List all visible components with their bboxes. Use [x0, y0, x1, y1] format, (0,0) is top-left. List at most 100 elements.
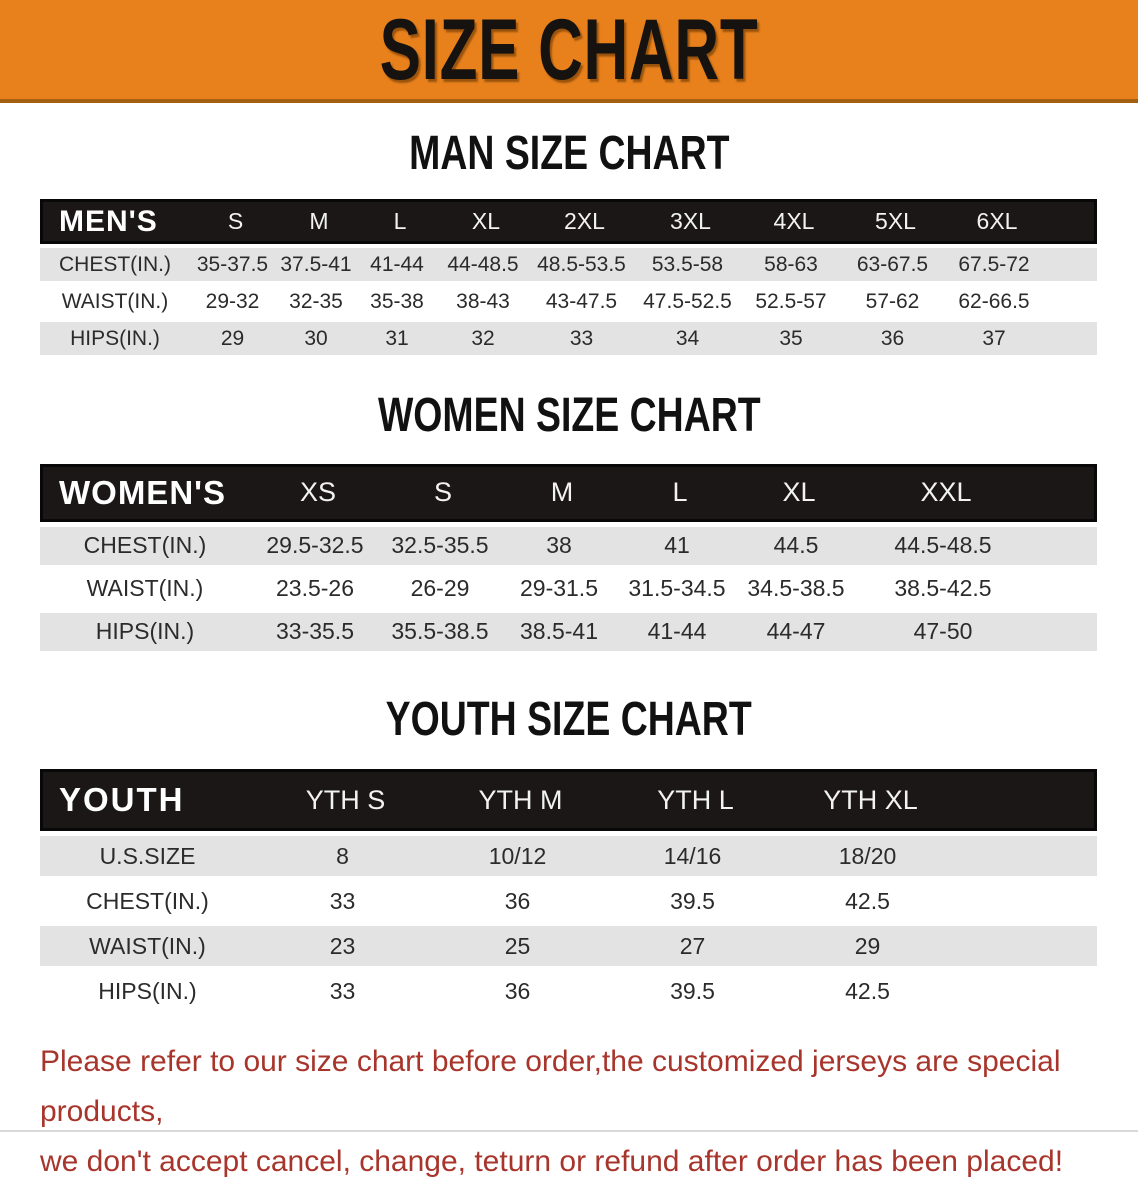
cell-value: 47.5-52.5 [643, 289, 732, 313]
cell-value: 58-63 [764, 252, 818, 276]
women-size-xxl: XXL [920, 477, 972, 508]
cell-value: 38-43 [456, 289, 510, 313]
banner-title: SIZE CHART [379, 1, 759, 98]
men-size-xl: XL [471, 208, 501, 235]
women-size-table: WOMEN'S XS S M L XL XXL CHEST(IN.) 29.5-… [40, 463, 1097, 651]
cell-value: 67.5-72 [958, 252, 1030, 276]
youth-chest-row: CHEST(IN.) 33 36 39.5 42.5 [40, 881, 1097, 921]
cell-value: 37.5-41 [280, 252, 352, 276]
men-size-m: M [309, 208, 329, 235]
cell-value: 43-47.5 [545, 289, 618, 313]
women-header-label: WOMEN'S [59, 473, 227, 511]
cell-value: 36 [504, 887, 531, 914]
youth-size-l: YTH L [657, 784, 734, 815]
cell-value: 52.5-57 [755, 289, 827, 313]
cell-value: 42.5 [845, 977, 890, 1004]
men-chest-row: CHEST(IN.) 35-37.5 37.5-41 41-44 44-48.5… [40, 248, 1097, 282]
cell-value: 35-37.5 [196, 252, 269, 276]
cell-value: 27 [679, 932, 706, 959]
cell-value: 25 [504, 932, 531, 959]
cell-value: 29.5-32.5 [266, 532, 364, 559]
men-size-6xl: 6XL [976, 208, 1018, 235]
cell-value: 47-50 [913, 618, 973, 645]
cell-value: 35-38 [370, 289, 424, 313]
cell-value: 32.5-35.5 [391, 532, 489, 559]
cell-value: 41-44 [647, 618, 707, 645]
row-label: HIPS(IN.) [95, 618, 195, 645]
cell-value: 42.5 [845, 887, 890, 914]
youth-ussize-row: U.S.SIZE 8 10/12 14/16 18/20 [40, 836, 1097, 877]
row-label: WAIST(IN.) [89, 932, 206, 959]
women-chest-row: CHEST(IN.) 29.5-32.5 32.5-35.5 38 41 44.… [40, 526, 1097, 565]
cell-value: 29-32 [205, 289, 260, 313]
cell-value: 41-44 [370, 252, 424, 276]
men-size-l: L [393, 208, 407, 235]
row-label: HIPS(IN.) [70, 326, 160, 350]
row-label: WAIST(IN.) [61, 289, 169, 313]
cell-value: 44.5 [773, 532, 819, 559]
row-label: WAIST(IN.) [86, 575, 204, 602]
youth-size-s: YTH S [305, 784, 386, 815]
men-header-label: MEN'S [59, 204, 158, 238]
cell-value: 33 [329, 977, 356, 1004]
cell-value: 53.5-58 [651, 252, 724, 276]
size-chart-banner: SIZE CHART [0, 0, 1138, 103]
cell-value: 44-47 [766, 618, 826, 645]
cell-value: 29 [854, 932, 881, 959]
cell-value: 38.5-42.5 [894, 575, 992, 602]
cell-value: 14/16 [663, 842, 722, 869]
youth-hips-row: HIPS(IN.) 33 36 39.5 42.5 [40, 971, 1097, 1011]
women-heading-text: WOMEN SIZE CHART [377, 389, 761, 443]
men-hips-row: HIPS(IN.) 29 30 31 32 33 34 35 36 37 [40, 322, 1097, 356]
cell-value: 37 [982, 326, 1006, 350]
cell-value: 35 [779, 326, 803, 350]
youth-size-table: YOUTH YTH S YTH M YTH L YTH XL U.S.SIZE … [40, 769, 1097, 1011]
cell-value: 39.5 [670, 887, 715, 914]
cell-value: 33-35.5 [275, 618, 354, 645]
women-hips-row: HIPS(IN.) 33-35.5 35.5-38.5 38.5-41 41-4… [40, 612, 1097, 651]
cell-value: 18/20 [838, 842, 897, 869]
cell-value: 36 [880, 326, 905, 350]
row-label: CHEST(IN.) [59, 252, 171, 276]
cell-value: 33 [569, 326, 594, 350]
cell-value: 23.5-26 [275, 575, 354, 602]
youth-table-header-row: YOUTH YTH S YTH M YTH L YTH XL [40, 769, 1097, 832]
cell-value: 36 [504, 977, 531, 1004]
row-label: HIPS(IN.) [98, 977, 197, 1004]
cell-value: 63-67.5 [856, 252, 929, 276]
cell-value: 34 [675, 326, 700, 350]
men-table-header-row: MEN'S S M L XL 2XL 3XL 4XL 5XL 6XL [40, 199, 1097, 245]
cell-value: 31 [385, 326, 409, 350]
women-size-xs: XS [299, 477, 337, 508]
cell-value: 29-31.5 [519, 575, 598, 602]
women-size-m: M [550, 477, 574, 508]
youth-size-m: YTH M [478, 784, 563, 815]
men-waist-row: WAIST(IN.) 29-32 32-35 35-38 38-43 43-47… [40, 285, 1097, 318]
cell-value: 32-35 [289, 289, 343, 313]
women-waist-row: WAIST(IN.) 23.5-26 26-29 29-31.5 31.5-34… [40, 570, 1097, 608]
cell-value: 31.5-34.5 [628, 575, 726, 602]
cell-value: 34.5-38.5 [747, 575, 845, 602]
cell-value: 26-29 [410, 575, 470, 602]
cell-value: 57-62 [865, 289, 920, 313]
cell-value: 32 [471, 326, 495, 350]
man-heading-text: MAN SIZE CHART [408, 127, 730, 180]
women-section-heading: WOMEN SIZE CHART [0, 389, 1138, 443]
women-size-l: L [672, 477, 688, 508]
disclaimer-text: Please refer to our size chart before or… [40, 1037, 1118, 1187]
disclaimer-line-1: Please refer to our size chart before or… [40, 1045, 1061, 1129]
men-size-table: MEN'S S M L XL 2XL 3XL 4XL 5XL 6XL CHEST… [40, 199, 1097, 356]
youth-waist-row: WAIST(IN.) 23 25 27 29 [40, 926, 1097, 967]
cell-value: 41 [664, 532, 690, 559]
cell-value: 38 [546, 532, 572, 559]
youth-header-label: YOUTH [59, 781, 185, 819]
men-size-2xl: 2XL [564, 208, 605, 235]
cell-value: 30 [304, 326, 328, 350]
women-size-s: S [433, 477, 452, 508]
cell-value: 8 [336, 842, 349, 869]
cell-value: 23 [329, 932, 356, 959]
row-label: U.S.SIZE [99, 842, 196, 869]
men-size-s: S [227, 208, 244, 235]
cell-value: 44-48.5 [447, 252, 519, 276]
cell-value: 48.5-53.5 [537, 252, 626, 276]
